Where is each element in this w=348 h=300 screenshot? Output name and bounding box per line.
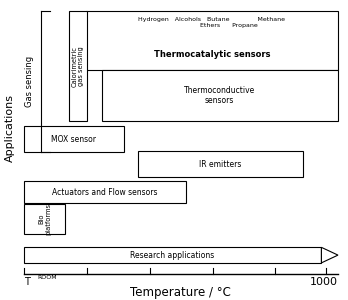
Text: T: T [24,277,30,286]
Text: Hydrogen   Alcohols   Butane              Methane
                 Ethers      P: Hydrogen Alcohols Butane Methane Ethers … [139,17,285,28]
Polygon shape [322,248,338,263]
Bar [69,11,87,121]
Text: MOX sensor: MOX sensor [52,135,96,144]
Text: Thermocatalytic sensors: Thermocatalytic sensors [154,50,270,59]
Text: 1000: 1000 [310,277,338,286]
Text: Temperature / °C: Temperature / °C [130,286,231,299]
Bar [102,70,338,121]
Text: ROOM: ROOM [37,275,57,280]
Text: Applications: Applications [5,94,15,162]
Text: IR emitters: IR emitters [199,160,242,169]
Text: Bio
platforms: Bio platforms [38,203,51,235]
Bar [24,181,186,203]
Text: Calorimetric
gas sensing: Calorimetric gas sensing [71,46,84,87]
Bar [86,11,338,70]
Text: Actuators and Flow sensors: Actuators and Flow sensors [52,188,158,196]
Bar [138,152,303,177]
Bar [24,248,322,263]
Text: Thermoconductive
sensors: Thermoconductive sensors [184,86,255,105]
Text: Gas sensing: Gas sensing [24,56,33,107]
Bar [24,126,124,152]
Bar [24,203,65,234]
Text: Research applications: Research applications [130,250,215,260]
